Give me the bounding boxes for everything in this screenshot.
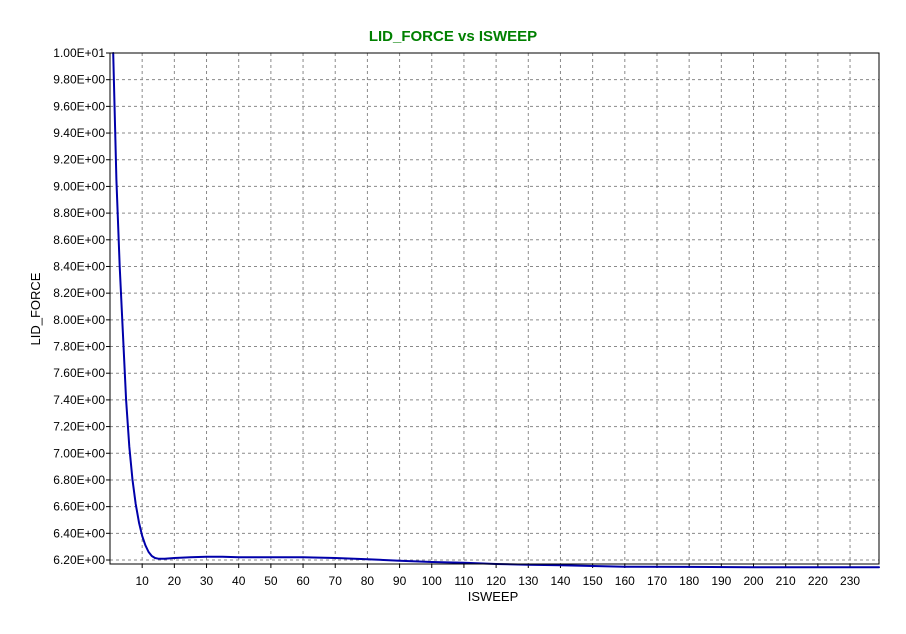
- series-layer: [112, 52, 880, 569]
- x-tick-label: 50: [264, 574, 278, 588]
- x-tick-label: 60: [296, 574, 310, 588]
- x-tick-label: 70: [329, 574, 343, 588]
- y-tick-label: 9.40E+00: [53, 126, 105, 140]
- plot-frame: [109, 52, 880, 565]
- y-tick-label: 9.00E+00: [53, 179, 105, 193]
- y-tick-label: 8.20E+00: [53, 286, 105, 300]
- x-tick-label: 20: [168, 574, 182, 588]
- x-tick-label: 220: [808, 574, 828, 588]
- y-tick-label: 8.60E+00: [53, 233, 105, 247]
- grid-layer: [110, 52, 879, 564]
- x-tick-label: 90: [393, 574, 407, 588]
- x-tick-label: 150: [583, 574, 603, 588]
- chart-title: LID_FORCE vs ISWEEP: [369, 28, 537, 45]
- y-tick-label: 8.80E+00: [53, 206, 105, 220]
- series-line: [112, 52, 880, 569]
- x-tick-label: 200: [743, 574, 763, 588]
- x-tick-label: 180: [679, 574, 699, 588]
- y-tick-label: 9.20E+00: [53, 153, 105, 167]
- x-tick-label: 100: [422, 574, 442, 588]
- y-tick-label: 7.80E+00: [53, 340, 105, 354]
- x-tick-label: 210: [776, 574, 796, 588]
- y-tick-label: 6.60E+00: [53, 500, 105, 514]
- x-tick-label: 170: [647, 574, 667, 588]
- x-tick-label: 140: [550, 574, 570, 588]
- x-tick-label: 80: [361, 574, 375, 588]
- y-tick-label: 6.20E+00: [53, 553, 105, 567]
- y-tick-label: 9.80E+00: [53, 73, 105, 87]
- y-tick-label: 6.40E+00: [53, 526, 105, 540]
- x-tick-label: 120: [486, 574, 506, 588]
- y-tick-label: 1.00E+01: [53, 46, 105, 60]
- x-tick-label: 190: [711, 574, 731, 588]
- y-tick-label: 7.20E+00: [53, 420, 105, 434]
- y-tick-label: 7.00E+00: [53, 446, 105, 460]
- x-tick-label: 130: [518, 574, 538, 588]
- x-tick-label: 230: [840, 574, 860, 588]
- y-axis-title: LID_FORCE: [28, 272, 43, 345]
- y-tick-label: 7.60E+00: [53, 366, 105, 380]
- x-tick-label: 40: [232, 574, 246, 588]
- y-axis-ticks: 6.20E+00 6.40E+00 6.60E+00 6.80E+00 7.00E+00…: [53, 46, 110, 567]
- x-tick-label: 160: [615, 574, 635, 588]
- y-tick-label: 7.40E+00: [53, 393, 105, 407]
- x-axis-title: ISWEEP: [468, 589, 519, 604]
- y-tick-label: 6.80E+00: [53, 473, 105, 487]
- x-tick-label: 110: [454, 574, 473, 588]
- y-tick-label: 9.60E+00: [53, 99, 105, 113]
- x-tick-label: 30: [200, 574, 214, 588]
- x-axis-ticks: 10 20 30 40 50 60 70 80 90 100 110 120 130 140 150 160 1…: [135, 564, 860, 588]
- y-tick-label: 8.40E+00: [53, 259, 105, 273]
- x-tick-label: 10: [135, 574, 149, 588]
- y-tick-label: 8.00E+00: [53, 313, 105, 327]
